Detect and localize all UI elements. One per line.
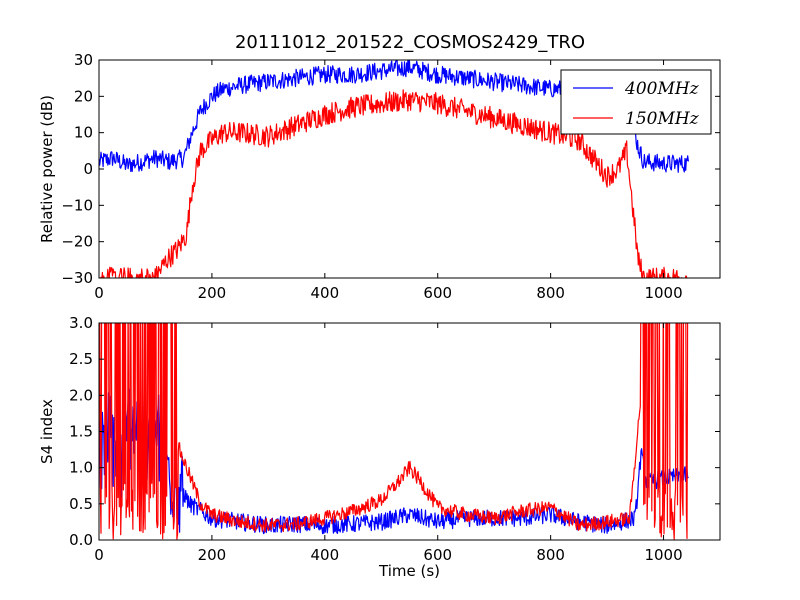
y-tick-label: −30: [61, 269, 93, 287]
x-tick-label: 800: [536, 284, 565, 302]
x-tick-label: 200: [198, 546, 227, 564]
y-tick-label: 1.5: [69, 423, 93, 441]
x-tick-label: 400: [310, 546, 339, 564]
y-tick-label: 3.0: [69, 314, 93, 332]
legend-label-400mhz: 400MHz: [624, 79, 700, 99]
subplot-1: 0 200 400 600 800 1000 −30 −20 −10 0 10 20 30 Relativ…: [38, 51, 721, 302]
y-tick-label: −10: [61, 196, 93, 214]
x-tick-label: 200: [198, 284, 227, 302]
y-axis-label: Relative power (dB): [38, 95, 56, 243]
series-line-150mhz-subplot-1: [99, 89, 688, 278]
y-tick-label: 0.5: [69, 495, 93, 513]
legend-label-150mhz: 150MHz: [625, 109, 700, 129]
y-tick-label: 10: [74, 124, 93, 142]
legend-box: [560, 69, 712, 135]
y-axis-label: S4 index: [38, 399, 56, 464]
subplot-2: 0 200 400 600 800 1000 0.0 0.5 1.0 1.5 2.0 2.5 3.0 S4…: [38, 314, 721, 580]
y-tick-label: 20: [74, 87, 93, 105]
x-tick-label: 600: [423, 284, 452, 302]
y-tick-label: 0.0: [69, 531, 93, 549]
x-tick-label: 600: [423, 546, 452, 564]
legend: 400MHz 150MHz: [560, 69, 712, 135]
series-line-400mhz-subplot-2: [99, 388, 689, 535]
plot-area: [99, 323, 689, 540]
y-tick-label: 1.0: [69, 459, 93, 477]
x-tick-label: 400: [310, 284, 339, 302]
axes-layer: 0 200 400 600 800 1000 −30 −20 −10 0 10 20 30 Relativ…: [38, 51, 721, 580]
y-tick-label: 2.5: [69, 350, 93, 368]
y-tick-label: 2.0: [69, 386, 93, 404]
x-tick-label: 1000: [644, 284, 682, 302]
x-tick-label: 800: [536, 546, 565, 564]
y-tick-label: −20: [61, 233, 93, 251]
x-tick-label: 0: [94, 284, 104, 302]
x-tick-label: 1000: [644, 546, 682, 564]
y-tick-label: 30: [74, 51, 93, 69]
y-tick-label: 0: [83, 160, 93, 178]
series-line-150mhz-subplot-2: [99, 323, 689, 540]
x-axis-label: Time (s): [378, 562, 440, 580]
x-tick-label: 0: [94, 546, 104, 564]
chart-title: 20111012_201522_COSMOS2429_TRO: [235, 32, 585, 53]
